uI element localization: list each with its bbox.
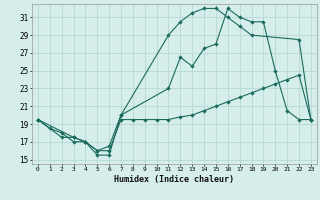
- X-axis label: Humidex (Indice chaleur): Humidex (Indice chaleur): [115, 175, 234, 184]
